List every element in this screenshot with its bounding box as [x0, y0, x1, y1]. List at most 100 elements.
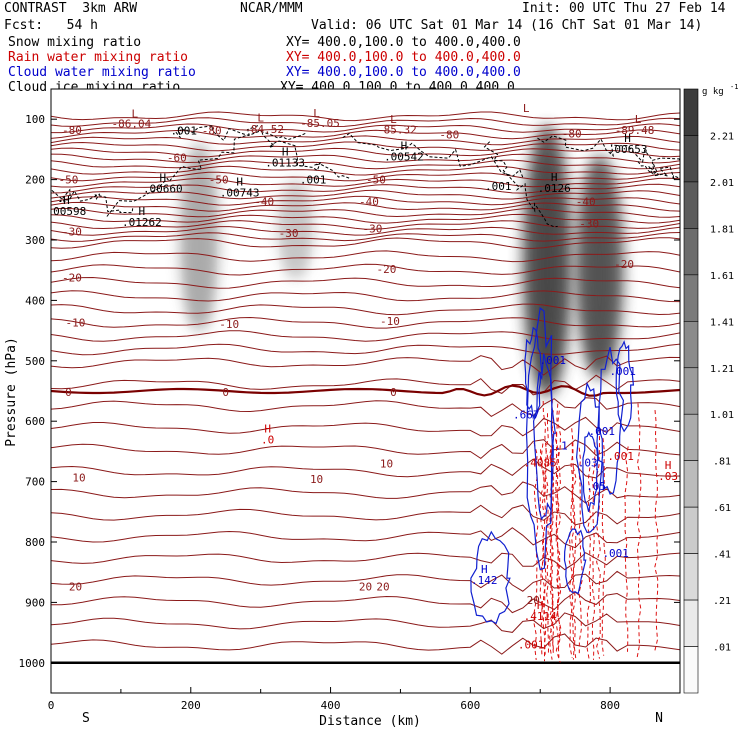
colorbar-cell	[683, 367, 699, 415]
temperature-contour-line	[51, 458, 680, 479]
cloud-water-contour	[596, 347, 625, 495]
temperature-contour-line	[51, 129, 680, 140]
contour-labels: -86.04 -80 -84.52 -85.05 -85.32 -80 -80 -89.48 -…	[47, 102, 678, 652]
temperature-contour-line	[51, 355, 680, 376]
rain-water-contour	[544, 413, 550, 655]
temperature-contour-line	[51, 527, 680, 549]
field-rain-xy: XY= 400.0,100.0 to 400.0,400.0	[286, 50, 521, 65]
cloud-water-contour	[525, 306, 556, 571]
init-time: Init: 00 UTC Thu 27 Feb 14	[522, 1, 726, 16]
extremum-marker: H	[624, 132, 631, 145]
colorbar-label: 2.01	[710, 178, 734, 189]
cloud-ice-contour	[51, 188, 134, 214]
temperature-label: 10	[72, 471, 85, 484]
y-tick-label: 100	[25, 113, 45, 126]
extremum-value: .00660	[143, 182, 183, 195]
extremum-marker: H	[551, 171, 558, 184]
temperature-contour-line	[51, 177, 680, 188]
cloud-ice-contours	[51, 124, 680, 228]
colorbar-cell	[683, 553, 699, 601]
contour-value-label: .1	[555, 439, 568, 452]
extremum-value: .03	[658, 470, 678, 483]
extremum-value: .01262	[122, 216, 162, 229]
colorbar-cell	[683, 88, 699, 136]
temperature-label: -20	[377, 263, 397, 276]
colorbar-cell	[683, 228, 699, 276]
field-cloudwater-name: Cloud water mixing ratio	[8, 65, 196, 80]
temperature-label: -30	[62, 226, 82, 239]
contour-value-label: .001	[609, 365, 636, 378]
temperature-label: 0	[65, 386, 72, 399]
temperature-label: 20	[376, 581, 389, 594]
colorbar-label: 1.61	[710, 271, 734, 282]
temperature-contour-line	[51, 123, 680, 134]
temperature-contour-line	[51, 159, 680, 170]
temperature-contour-line	[51, 207, 680, 218]
x-end-label-north: N	[655, 711, 663, 726]
temperature-label: 20	[527, 594, 540, 607]
extremum-marker: L	[635, 113, 642, 126]
temperature-label: -40	[576, 195, 596, 208]
temperature-contour-line	[51, 481, 680, 504]
field-snow-name: Snow mixing ratio	[8, 35, 142, 50]
colorbar-cell	[683, 321, 699, 369]
cloud-ice-contour	[483, 141, 558, 228]
temperature-contour-line	[51, 153, 680, 164]
contour-value-label: .001	[171, 125, 198, 138]
extremum-value: .0	[261, 434, 274, 447]
extremum-value: .00598	[47, 205, 87, 218]
rain-water-contour	[555, 403, 560, 658]
extremum-value: .4114	[524, 610, 557, 623]
temperature-label: -85.32	[377, 123, 417, 136]
temperature-label: -20	[62, 271, 82, 284]
temperature-contour-line	[51, 263, 680, 276]
extremum-value: .01133	[265, 156, 305, 169]
colorbar-cell	[683, 274, 699, 322]
temperature-contour-line	[51, 135, 680, 146]
x-tick-label: 600	[460, 699, 480, 712]
cloud-water-contour	[470, 530, 511, 625]
extremum-marker: H	[282, 145, 289, 158]
zero-isotherm	[51, 384, 680, 397]
temperature-contour-line	[51, 250, 680, 263]
temperature-label: -40	[254, 195, 274, 208]
temperature-contour-line	[51, 612, 680, 633]
temperature-contour-line	[51, 237, 680, 249]
temperature-contour-line	[51, 416, 680, 437]
colorbar-label: .61	[713, 503, 731, 514]
model-title: CONTRAST 3km ARW	[4, 1, 138, 16]
temperature-label: -80	[562, 128, 582, 141]
forecast-hour: Fcst: 54 h	[4, 18, 98, 33]
rain-water-contour	[549, 410, 555, 653]
temperature-contours	[51, 111, 680, 665]
field-rain-name: Rain water mixing ratio	[8, 50, 189, 65]
temperature-label: -60	[167, 151, 187, 164]
temperature-contour-line	[51, 141, 680, 152]
contour-value-label: .001	[518, 639, 545, 652]
extremum-value: .00743	[220, 187, 260, 200]
field-cloudwater-xy: XY= 400.0,100.0 to 400.0,400.0	[286, 65, 521, 80]
temperature-label: -30	[279, 227, 299, 240]
extremum-marker: H	[481, 563, 488, 576]
temperature-contour-line	[51, 213, 680, 224]
temperature-label: -80	[62, 124, 82, 137]
temperature-contour-line	[51, 343, 680, 356]
rain-water-contour	[571, 442, 576, 660]
cloud-water-contours	[470, 306, 635, 625]
temperature-label: -89.48	[615, 124, 655, 137]
extremum-value: .0126	[538, 182, 571, 195]
cloud-water-contour	[532, 353, 554, 521]
cloud-ice-contour	[637, 161, 680, 181]
cloud-water-contour	[524, 326, 543, 420]
temperature-label: 0	[390, 386, 397, 399]
contour-value-label: .05	[586, 480, 606, 493]
temperature-contour-line	[51, 195, 680, 206]
temperature-contour-line	[51, 316, 680, 329]
x-tick-label: 800	[600, 699, 620, 712]
y-tick-label: 1000	[19, 657, 46, 670]
extremum-marker: L	[132, 107, 139, 120]
temperature-contour-line	[51, 117, 680, 128]
temperature-contour-line	[51, 552, 680, 571]
